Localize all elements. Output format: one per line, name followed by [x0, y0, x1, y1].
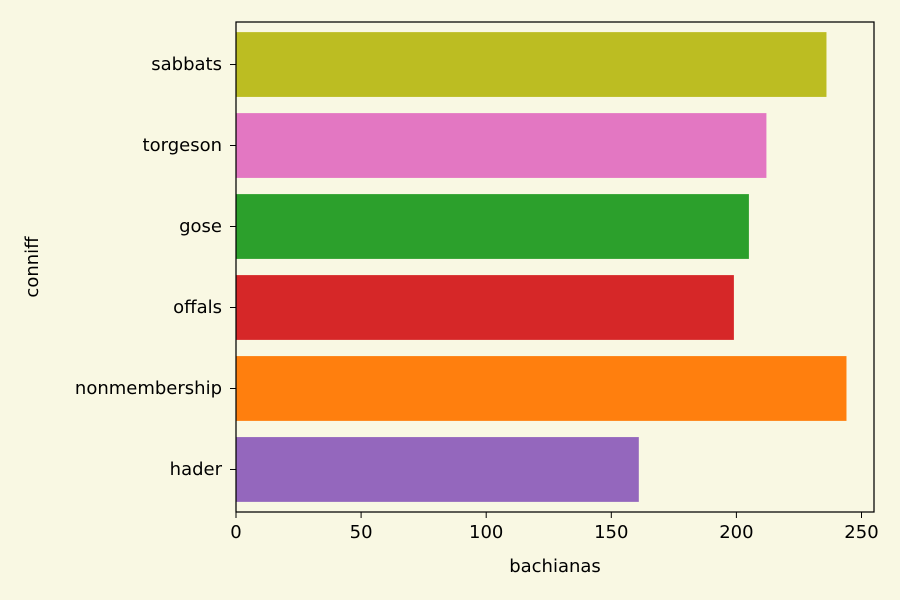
bar-hader — [236, 437, 639, 502]
x-tick-label: 50 — [350, 522, 373, 543]
x-tick-label: 100 — [469, 522, 503, 543]
bar-nonmembership — [236, 356, 847, 421]
bar-torgeson — [236, 113, 767, 178]
x-tick-label: 250 — [844, 522, 878, 543]
y-tick-label: offals — [173, 297, 222, 318]
y-tick-label: gose — [179, 216, 222, 237]
x-tick-label: 150 — [594, 522, 628, 543]
bar-gose — [236, 194, 749, 259]
x-tick-label: 200 — [719, 522, 753, 543]
y-tick-label: torgeson — [143, 135, 222, 156]
x-axis-title: bachianas — [509, 556, 601, 577]
y-axis-title: conniff — [22, 236, 43, 298]
bar-offals — [236, 275, 734, 340]
plot-frame — [235, 21, 875, 513]
y-tick-label: hader — [170, 459, 223, 480]
x-tick-label: 0 — [230, 522, 241, 543]
axes-layer: hader nonmembership offals gose torgeson sabb… — [75, 21, 879, 543]
bars-layer — [236, 32, 847, 502]
bar-sabbats — [236, 32, 827, 97]
y-tick-label: nonmembership — [75, 378, 222, 399]
y-tick-label: sabbats — [151, 54, 222, 75]
